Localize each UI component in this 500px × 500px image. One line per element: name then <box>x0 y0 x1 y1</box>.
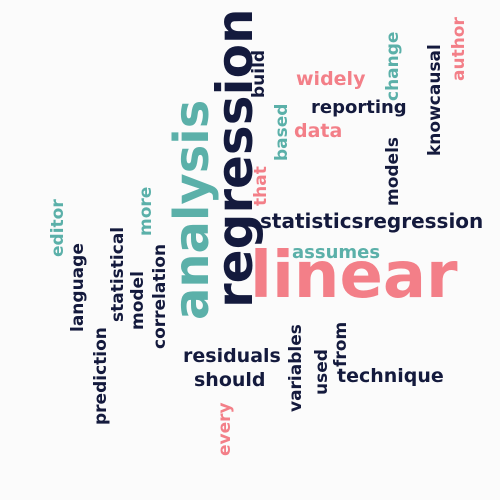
word-that: that <box>251 166 271 206</box>
word-analysis: analysis <box>164 99 220 320</box>
word-editor: editor <box>48 199 68 257</box>
word-reporting: reporting <box>311 97 407 118</box>
word-used: used <box>312 349 332 395</box>
word-prediction: prediction <box>91 327 111 425</box>
word-assumes: assumes <box>292 242 381 263</box>
word-variables: variables <box>286 324 306 412</box>
word-linear: linear <box>250 239 458 313</box>
word-data: data <box>294 120 343 142</box>
word-correlation: correlation <box>150 243 170 349</box>
word-build: build <box>249 49 269 98</box>
word-statistical: statistical <box>108 226 128 322</box>
word-based: based <box>272 103 292 161</box>
word-language: language <box>68 243 88 332</box>
word-from: from <box>331 321 351 367</box>
word-statisticsregression: statisticsregression <box>260 209 484 233</box>
word-residuals: residuals <box>183 345 281 367</box>
word-every: every <box>215 402 235 456</box>
word-should: should <box>194 369 266 391</box>
word-change: change <box>383 31 403 101</box>
word-models: models <box>383 136 403 206</box>
word-knowcausal: knowcausal <box>425 44 445 156</box>
word-technique: technique <box>337 365 444 387</box>
word-widely: widely <box>296 68 366 90</box>
word-more: more <box>136 186 156 236</box>
word-model: model <box>128 271 148 330</box>
word-author: author <box>449 17 469 81</box>
